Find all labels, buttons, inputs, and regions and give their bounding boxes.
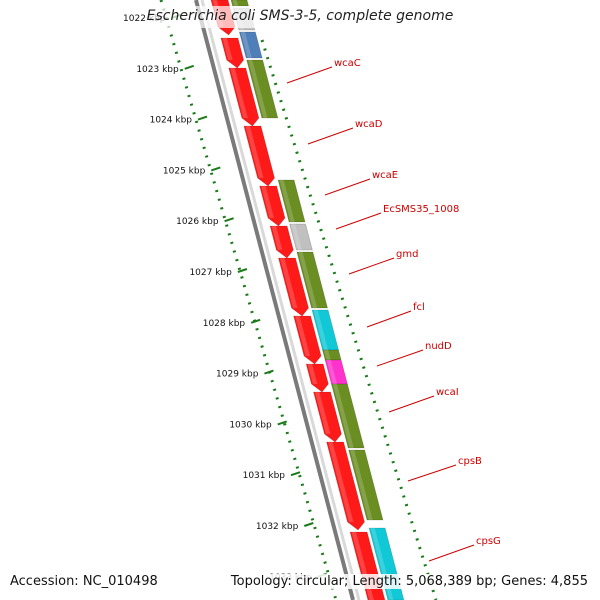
gene-block xyxy=(277,179,306,223)
cds-arrow-shine xyxy=(271,226,283,250)
tick-mark xyxy=(224,217,234,223)
tick-label: 1029 kbp xyxy=(216,370,259,380)
label-leader-line xyxy=(388,395,435,413)
gene-block-shine xyxy=(313,310,329,350)
cds-arrow xyxy=(243,125,275,187)
label-leader-line xyxy=(286,66,333,84)
gene-label-fcl: fcl xyxy=(413,302,425,313)
tick-label: 1025 kbp xyxy=(163,166,206,176)
label-leader-line xyxy=(376,349,424,367)
backbone-shadow xyxy=(200,0,361,600)
tick-mark xyxy=(210,166,221,172)
cds-arrow xyxy=(259,185,286,227)
gene-label-EcSMS35_1008: EcSMS35_1008 xyxy=(383,204,459,215)
gene-block xyxy=(238,31,263,59)
cds-arrow-shine xyxy=(279,258,298,308)
gene-label-cpsB: cpsB xyxy=(458,456,482,467)
cds-arrow-shine xyxy=(245,126,264,178)
gene-label-wcaD: wcaD xyxy=(355,119,383,130)
label-leader-line xyxy=(428,544,475,562)
gene-block xyxy=(289,223,313,251)
genome-title: Escherichia coli SMS-3-5, complete genom… xyxy=(146,8,454,24)
cds-arrow xyxy=(220,37,245,69)
topology-label: Topology: circular; Length: 5,068,389 bp… xyxy=(228,574,590,589)
gene-label-wcaC: wcaC xyxy=(334,58,361,69)
cds-arrow xyxy=(293,315,322,365)
tick-label: 1028 kbp xyxy=(203,319,246,329)
gene-label-wcaI: wcaI xyxy=(436,387,459,398)
tick-label: 1031 kbp xyxy=(243,471,286,481)
cds-arrow xyxy=(269,225,294,259)
cds-arrow-shine xyxy=(222,38,233,60)
label-leader-line xyxy=(324,178,371,196)
tick-mark xyxy=(197,115,208,121)
gene-block-shine xyxy=(350,450,373,520)
gene-block-shine xyxy=(232,0,239,6)
tick-mark xyxy=(250,318,261,324)
label-leader-line xyxy=(307,127,354,145)
gene-block xyxy=(296,251,329,309)
tick-label: 1027 kbp xyxy=(189,268,232,278)
cds-arrow-shine xyxy=(328,442,354,522)
accession-label: Accession: NC_010498 xyxy=(8,574,160,589)
tick-label: 1026 kbp xyxy=(176,217,219,227)
backbone xyxy=(194,0,355,600)
gene-block-shine xyxy=(248,60,268,118)
gene-block-shine xyxy=(298,252,318,308)
tick-label: 1032 kbp xyxy=(256,522,299,532)
label-leader-line xyxy=(407,464,457,482)
label-leader-line xyxy=(366,310,412,328)
title-backdrop xyxy=(148,6,452,28)
tick-label: 1023 kbp xyxy=(136,65,179,75)
gene-label-wcaE: wcaE xyxy=(372,170,398,181)
gene-block-shine xyxy=(326,360,338,384)
tick-mark xyxy=(237,268,248,273)
gene-block-shine xyxy=(291,224,302,250)
gene-block xyxy=(246,59,279,119)
cds-arrow xyxy=(312,391,342,443)
cds-arrow xyxy=(326,441,365,531)
label-leader-line xyxy=(348,257,395,275)
cds-arrow xyxy=(277,257,309,317)
cds-arrow-shine xyxy=(295,316,311,356)
cds-arrow xyxy=(305,363,329,393)
tick-mark xyxy=(277,420,288,426)
gene-label-gmd: gmd xyxy=(396,249,418,260)
cds-arrow-shine xyxy=(261,186,274,218)
tick-mark xyxy=(290,471,301,477)
gene-block xyxy=(330,383,365,449)
tick-label: 1022 kbp xyxy=(123,14,166,24)
gene-block-shine xyxy=(332,384,354,448)
gene-block-shine xyxy=(279,180,295,222)
cds-arrow-shine xyxy=(230,68,248,118)
gene-block-shine xyxy=(324,350,331,360)
tick-mark xyxy=(264,369,274,375)
cds-arrow-shine xyxy=(307,364,318,384)
gene-label-nudD: nudD xyxy=(425,341,452,352)
cds-arrow-shine xyxy=(315,392,331,434)
tick-mark xyxy=(303,522,314,527)
gene-label-cpsG: cpsG xyxy=(476,536,501,547)
gene-block xyxy=(348,449,384,521)
tick-mark xyxy=(184,64,195,70)
cds-arrow xyxy=(228,67,260,127)
tick-label: 1024 kbp xyxy=(150,116,193,126)
label-leader-line xyxy=(335,212,382,230)
tick-label: 1030 kbp xyxy=(229,420,272,430)
gene-block-shine xyxy=(240,32,252,58)
